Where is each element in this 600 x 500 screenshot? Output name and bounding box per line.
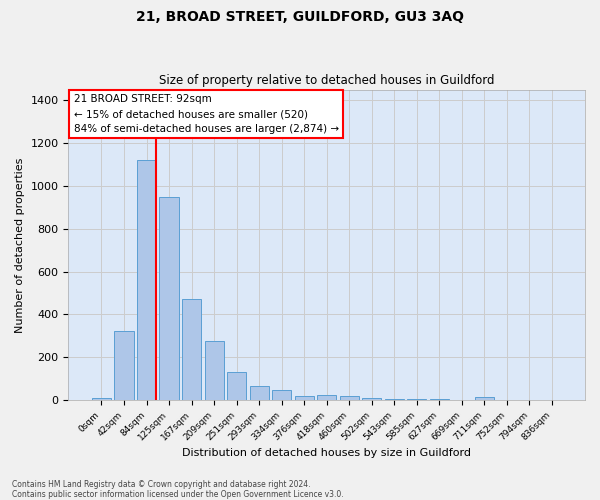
- Bar: [182, 300, 201, 400]
- Text: 21 BROAD STREET: 92sqm
← 15% of detached houses are smaller (520)
84% of semi-de: 21 BROAD STREET: 92sqm ← 15% of detached…: [74, 94, 338, 134]
- Bar: [92, 398, 111, 400]
- Bar: [317, 395, 336, 400]
- Title: Size of property relative to detached houses in Guildford: Size of property relative to detached ho…: [159, 74, 494, 87]
- Bar: [115, 330, 134, 400]
- Bar: [137, 160, 156, 400]
- Bar: [227, 372, 246, 400]
- X-axis label: Distribution of detached houses by size in Guildford: Distribution of detached houses by size …: [182, 448, 471, 458]
- Bar: [205, 341, 224, 400]
- Bar: [385, 399, 404, 400]
- Bar: [250, 386, 269, 400]
- Bar: [362, 398, 382, 400]
- Bar: [295, 396, 314, 400]
- Text: Contains HM Land Registry data © Crown copyright and database right 2024.
Contai: Contains HM Land Registry data © Crown c…: [12, 480, 344, 499]
- Bar: [430, 399, 449, 400]
- Bar: [475, 397, 494, 400]
- Bar: [340, 396, 359, 400]
- Bar: [407, 399, 427, 400]
- Y-axis label: Number of detached properties: Number of detached properties: [15, 157, 25, 332]
- Bar: [272, 390, 291, 400]
- Bar: [160, 196, 179, 400]
- Text: 21, BROAD STREET, GUILDFORD, GU3 3AQ: 21, BROAD STREET, GUILDFORD, GU3 3AQ: [136, 10, 464, 24]
